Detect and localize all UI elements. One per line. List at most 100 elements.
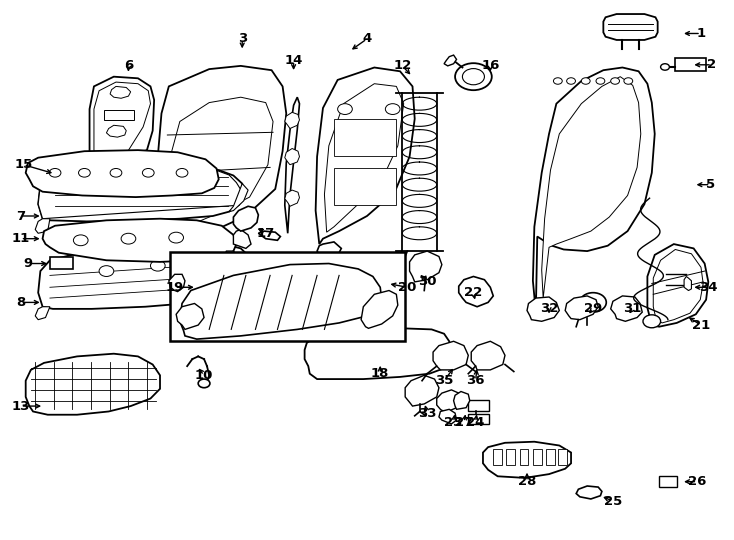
Circle shape bbox=[580, 293, 606, 312]
Polygon shape bbox=[410, 251, 442, 282]
Text: 22: 22 bbox=[465, 286, 482, 299]
Bar bbox=[493, 449, 502, 465]
Text: 27: 27 bbox=[455, 416, 473, 429]
Polygon shape bbox=[38, 165, 244, 219]
Bar bbox=[506, 449, 515, 465]
Polygon shape bbox=[603, 14, 658, 40]
Circle shape bbox=[121, 233, 136, 244]
Circle shape bbox=[643, 315, 661, 328]
Bar bbox=[533, 449, 542, 465]
Text: 24: 24 bbox=[466, 416, 485, 429]
Bar bbox=[334, 119, 396, 156]
Circle shape bbox=[176, 168, 188, 177]
Polygon shape bbox=[439, 409, 457, 424]
Text: 25: 25 bbox=[604, 495, 622, 508]
Text: 18: 18 bbox=[371, 367, 390, 380]
Polygon shape bbox=[576, 486, 602, 499]
Polygon shape bbox=[176, 303, 204, 329]
Bar bbox=[558, 449, 567, 465]
Bar bbox=[50, 257, 73, 269]
Polygon shape bbox=[157, 66, 286, 240]
Polygon shape bbox=[106, 125, 126, 137]
Text: 11: 11 bbox=[12, 232, 29, 245]
Text: 10: 10 bbox=[195, 369, 214, 382]
Circle shape bbox=[581, 78, 590, 84]
Text: 26: 26 bbox=[688, 475, 707, 488]
Circle shape bbox=[198, 379, 210, 388]
Polygon shape bbox=[285, 112, 299, 129]
Polygon shape bbox=[26, 354, 160, 415]
Polygon shape bbox=[533, 68, 655, 312]
Polygon shape bbox=[38, 165, 244, 221]
Polygon shape bbox=[110, 86, 131, 98]
Polygon shape bbox=[454, 392, 470, 409]
Circle shape bbox=[553, 78, 562, 84]
Polygon shape bbox=[324, 84, 404, 232]
Bar bbox=[170, 252, 405, 341]
Bar bbox=[468, 414, 489, 424]
Polygon shape bbox=[653, 249, 703, 323]
Bar bbox=[546, 449, 555, 465]
Polygon shape bbox=[459, 276, 493, 307]
Polygon shape bbox=[35, 307, 50, 320]
Text: 28: 28 bbox=[517, 475, 537, 488]
Polygon shape bbox=[138, 150, 153, 162]
Polygon shape bbox=[471, 341, 505, 370]
Polygon shape bbox=[684, 276, 691, 291]
Polygon shape bbox=[258, 231, 280, 240]
Polygon shape bbox=[542, 77, 641, 298]
Polygon shape bbox=[43, 219, 236, 262]
Polygon shape bbox=[229, 184, 248, 212]
Polygon shape bbox=[527, 297, 559, 321]
Circle shape bbox=[142, 168, 154, 177]
Text: 7: 7 bbox=[16, 210, 25, 222]
Text: 4: 4 bbox=[363, 32, 371, 45]
Text: 20: 20 bbox=[398, 281, 417, 294]
Text: 32: 32 bbox=[539, 302, 559, 315]
Circle shape bbox=[596, 78, 605, 84]
Polygon shape bbox=[233, 206, 258, 231]
Text: 23: 23 bbox=[444, 416, 463, 429]
Polygon shape bbox=[565, 296, 598, 320]
Polygon shape bbox=[180, 264, 382, 339]
Text: 29: 29 bbox=[584, 302, 602, 315]
Circle shape bbox=[110, 168, 122, 177]
Polygon shape bbox=[94, 82, 150, 163]
Circle shape bbox=[49, 168, 61, 177]
Polygon shape bbox=[35, 219, 50, 233]
Text: 2: 2 bbox=[708, 58, 716, 71]
Bar bbox=[334, 168, 396, 205]
Circle shape bbox=[661, 64, 669, 70]
Text: 9: 9 bbox=[23, 257, 32, 270]
Polygon shape bbox=[285, 190, 299, 206]
Circle shape bbox=[462, 69, 484, 85]
Polygon shape bbox=[647, 244, 708, 327]
Polygon shape bbox=[316, 68, 415, 244]
Polygon shape bbox=[26, 150, 219, 197]
Circle shape bbox=[567, 78, 575, 84]
Polygon shape bbox=[233, 230, 251, 248]
Text: 6: 6 bbox=[124, 59, 133, 72]
Polygon shape bbox=[444, 55, 457, 66]
Bar bbox=[468, 400, 489, 411]
Polygon shape bbox=[483, 442, 571, 478]
Text: 15: 15 bbox=[15, 158, 32, 171]
Text: 33: 33 bbox=[418, 407, 437, 420]
Circle shape bbox=[73, 235, 88, 246]
Polygon shape bbox=[433, 341, 468, 370]
Polygon shape bbox=[246, 255, 261, 271]
Text: 35: 35 bbox=[435, 374, 454, 387]
Polygon shape bbox=[169, 97, 273, 232]
Polygon shape bbox=[90, 77, 154, 167]
Text: 1: 1 bbox=[697, 27, 705, 40]
Circle shape bbox=[455, 63, 492, 90]
Polygon shape bbox=[38, 243, 257, 309]
Polygon shape bbox=[405, 375, 439, 406]
Text: 14: 14 bbox=[284, 54, 303, 67]
Polygon shape bbox=[285, 148, 299, 165]
Text: 13: 13 bbox=[11, 400, 30, 413]
Bar bbox=[659, 476, 677, 487]
Circle shape bbox=[79, 168, 90, 177]
Polygon shape bbox=[361, 291, 398, 328]
Polygon shape bbox=[611, 296, 642, 321]
